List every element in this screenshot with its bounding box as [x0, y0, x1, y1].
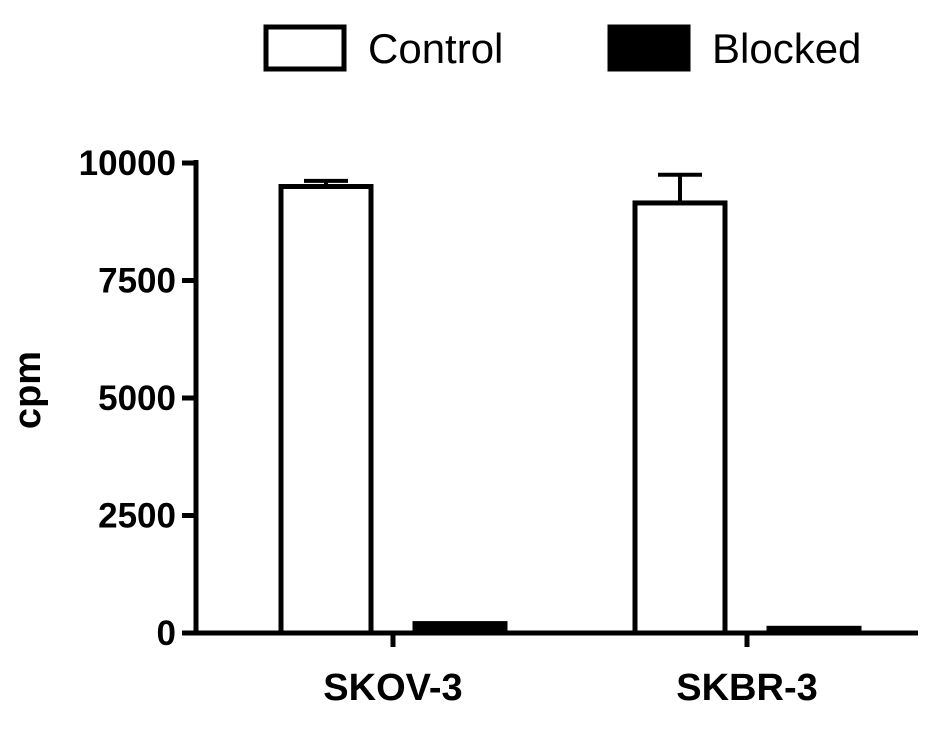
- y-tick-label: 0: [157, 614, 176, 653]
- x-axis: SKOV-3 SKBR-3: [194, 630, 918, 709]
- bar-control-skov-3: [278, 184, 374, 636]
- legend-swatch-control: [263, 24, 347, 72]
- x-tick-label: SKOV-3: [323, 667, 462, 709]
- y-axis: 0 2500 5000 7500 10000: [79, 144, 199, 653]
- bar-blocked-skov-3: [412, 621, 508, 636]
- y-tick-label: 2500: [98, 497, 176, 536]
- y-axis-title: cpm: [7, 351, 49, 429]
- bar-control-skbr-3: [632, 200, 728, 636]
- legend: Control Blocked: [263, 24, 861, 72]
- y-tick-label: 10000: [79, 144, 176, 183]
- x-tick-label: SKBR-3: [676, 667, 817, 709]
- bar-blocked-skbr-3: [766, 625, 862, 636]
- bars: [278, 172, 862, 636]
- legend-label-control: Control: [368, 25, 503, 72]
- legend-swatch-blocked: [607, 24, 691, 72]
- legend-label-blocked: Blocked: [712, 25, 861, 72]
- y-tick-label: 5000: [98, 379, 176, 418]
- y-tick-label: 7500: [98, 262, 176, 301]
